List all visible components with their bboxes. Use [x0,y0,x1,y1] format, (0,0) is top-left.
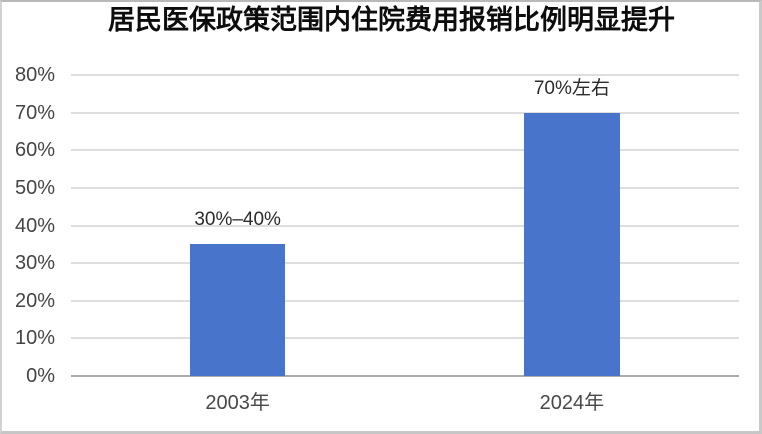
y-axis-tick-label: 60% [14,139,55,162]
gridline [70,187,739,189]
y-axis-tick-label: 0% [26,365,55,387]
x-axis-category-label: 2003年 [205,392,270,414]
bar-2024 [524,112,620,376]
gridline [70,74,739,77]
bar-data-label: 70%左右 [533,77,610,99]
gridline [70,337,739,340]
y-axis-tick-label: 40% [14,214,55,237]
gridline [70,299,739,302]
bar-data-label: 30%–40% [194,209,281,231]
y-axis-tick-label: 50% [14,177,55,199]
gridline [70,111,739,114]
gridline [70,224,739,227]
y-axis-tick-label: 80% [14,64,55,87]
bar-2003 [189,244,286,376]
gridline [70,149,739,152]
x-axis-line [70,375,739,377]
x-axis-category-label: 2024年 [539,392,605,414]
gridline [70,262,739,265]
y-axis-tick-label: 10% [14,327,55,350]
y-axis-tick-label: 20% [14,289,55,312]
y-axis-tick-label: 30% [14,252,55,275]
chart-title: 居民医保政策范围内住院费用报销比例明显提升 [108,5,675,35]
y-axis-tick-label: 70% [14,101,55,124]
